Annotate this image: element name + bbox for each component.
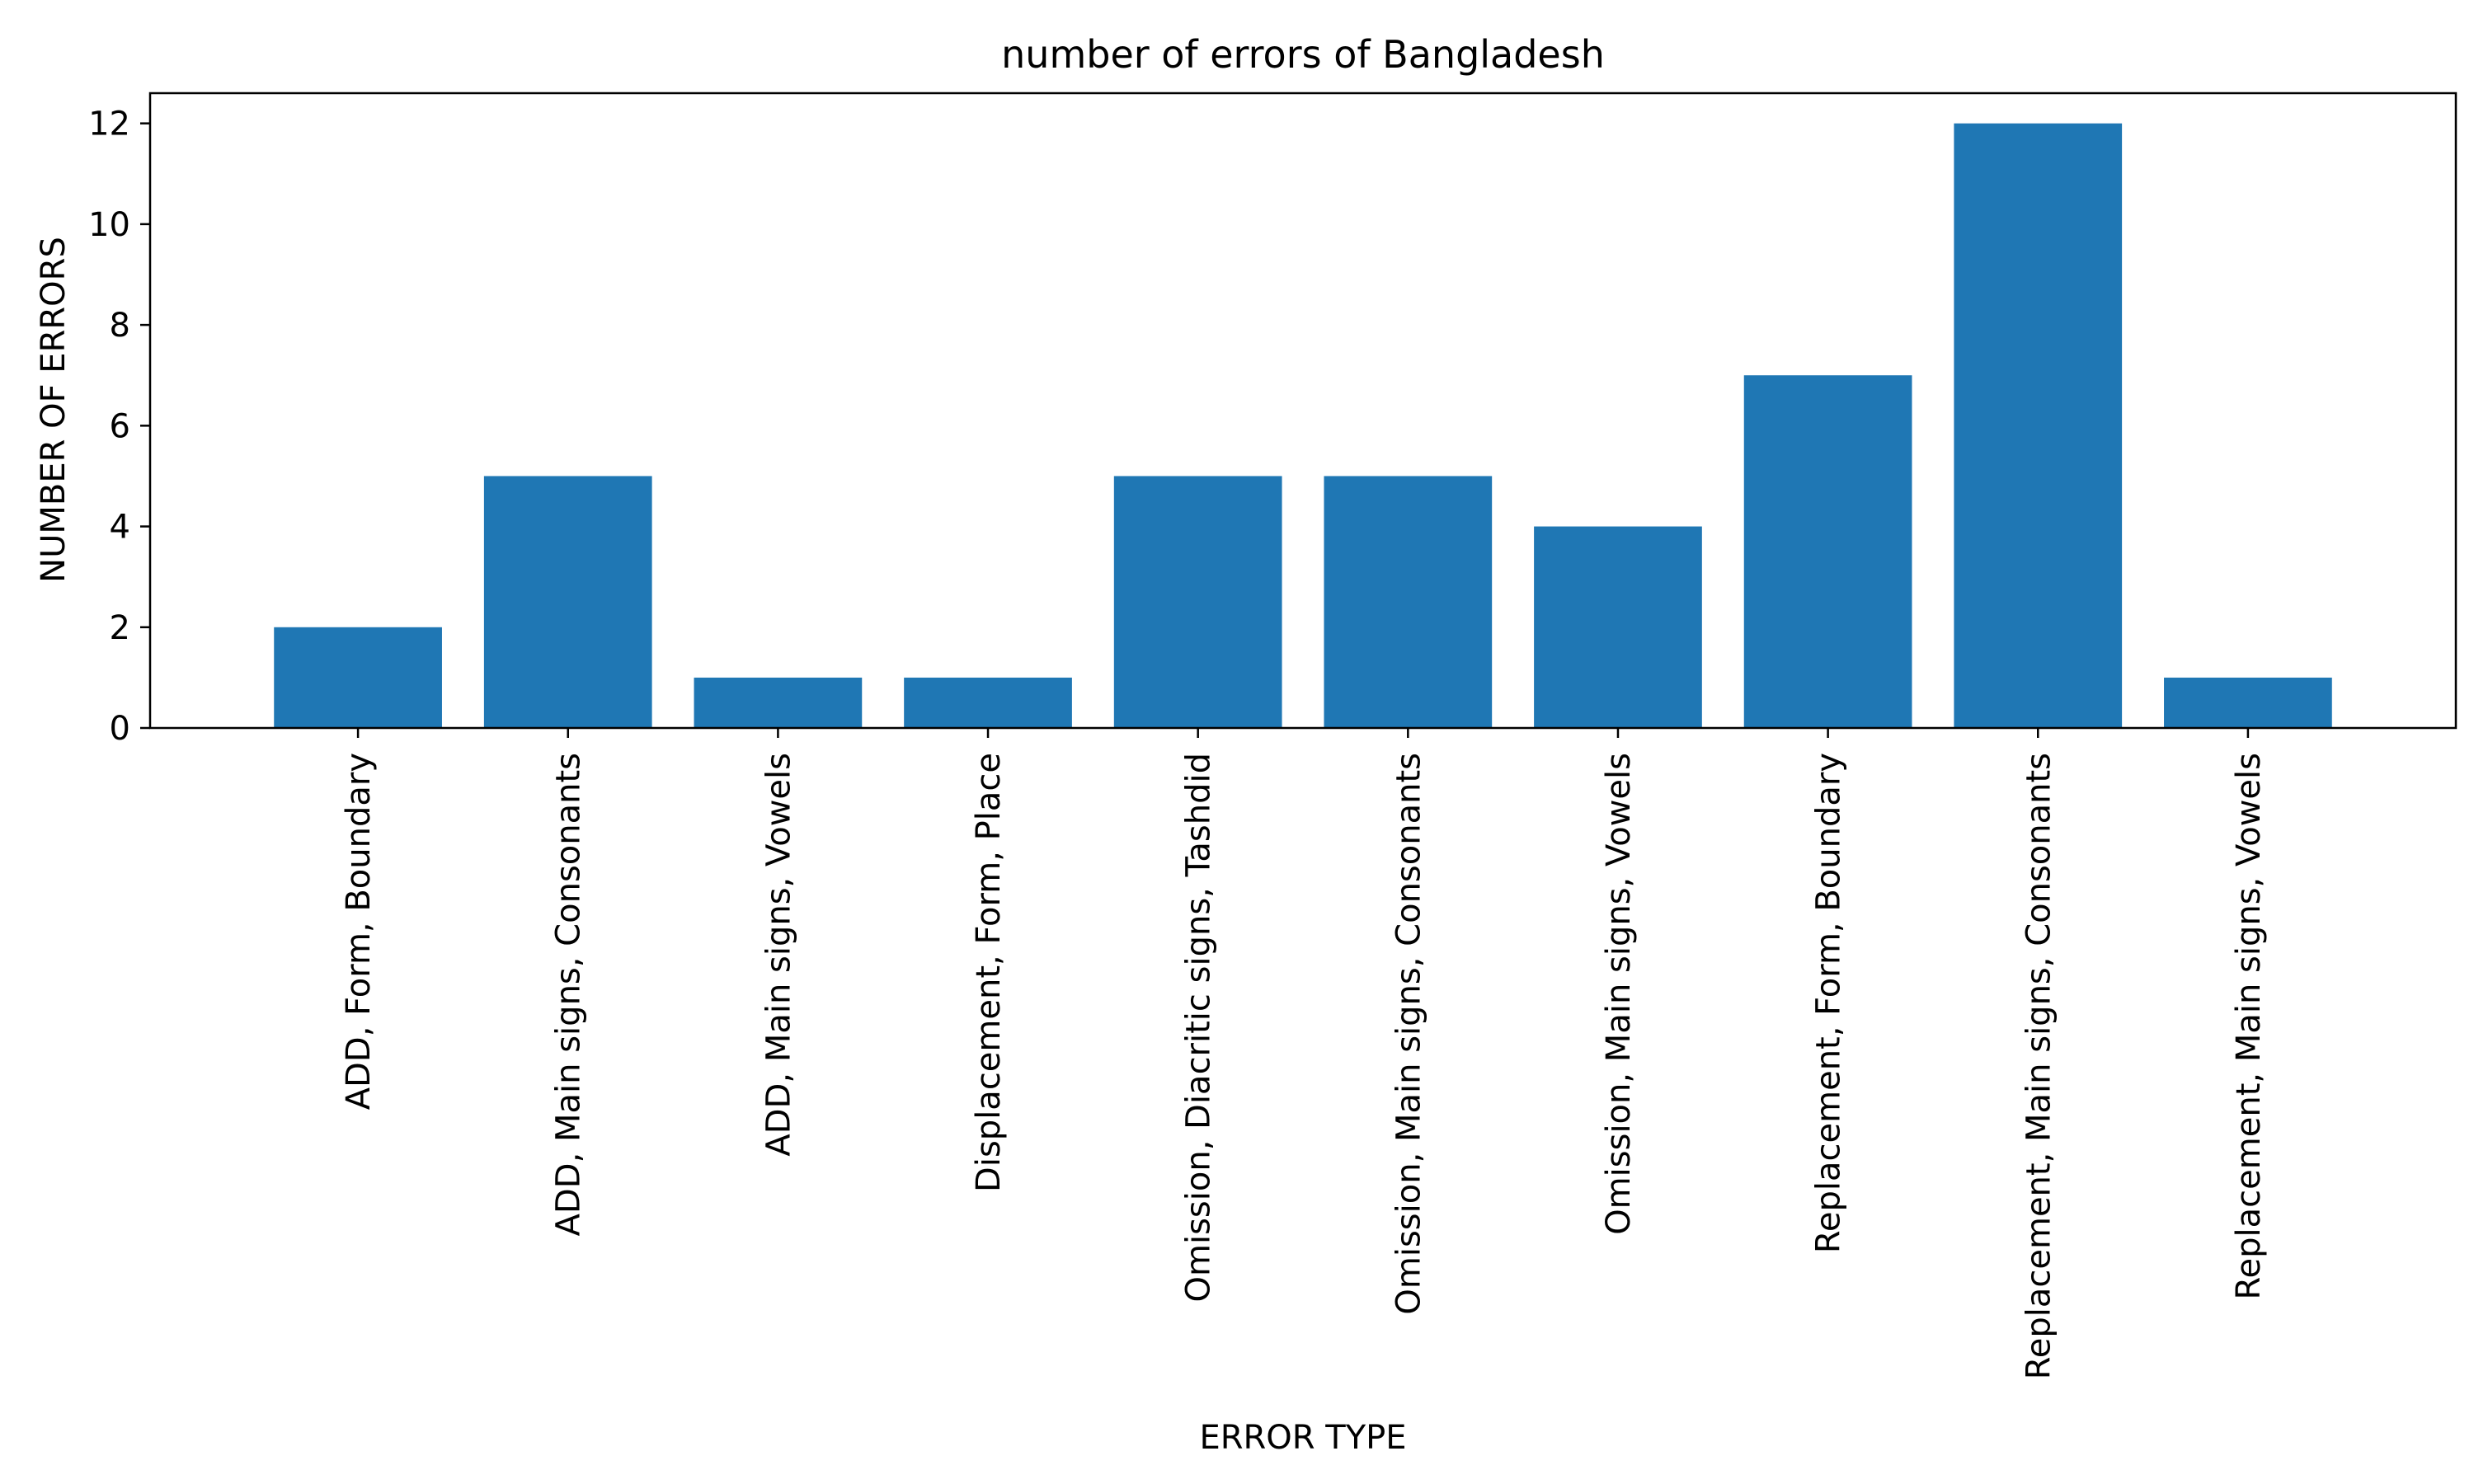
x-tick-label: Omission, Main signs, Consonants xyxy=(1390,753,1427,1315)
y-tick-label: 12 xyxy=(88,106,130,143)
bar xyxy=(1534,526,1702,728)
bar xyxy=(2164,677,2332,728)
x-axis-label: ERROR TYPE xyxy=(1199,1419,1406,1457)
bar xyxy=(1324,476,1493,728)
x-tick-label: ADD, Form, Boundary xyxy=(340,753,378,1110)
bar xyxy=(1113,476,1282,728)
y-tick-label: 4 xyxy=(110,509,130,547)
y-axis: 0 2 4 6 8 10 12 xyxy=(88,106,150,748)
x-tick-label: Omission, Diacritic signs, Tashdid xyxy=(1180,753,1218,1302)
y-tick-label: 8 xyxy=(110,307,130,345)
chart-title: number of errors of Bangladesh xyxy=(1001,32,1605,77)
x-tick-label: Replacement, Main signs, Vowels xyxy=(2230,753,2268,1299)
x-tick-label: Replacement, Form, Boundary xyxy=(1810,753,1848,1253)
x-tick-label: Omission, Main signs, Vowels xyxy=(1600,753,1638,1235)
bars-layer xyxy=(274,123,2332,728)
plot-frame xyxy=(148,92,2458,730)
bar xyxy=(274,627,442,728)
x-tick-label: Replacement, Main signs, Consonants xyxy=(2020,753,2058,1379)
bar xyxy=(1954,123,2123,728)
y-tick-label: 0 xyxy=(110,710,130,748)
bar xyxy=(694,677,863,728)
x-tick-label: ADD, Main signs, Consonants xyxy=(550,753,588,1236)
bar xyxy=(483,476,652,728)
y-tick-label: 10 xyxy=(88,206,130,244)
x-tick-label: Displacement, Form, Place xyxy=(970,753,1008,1192)
bar xyxy=(1743,375,1912,728)
y-axis-label: NUMBER OF ERRORS xyxy=(35,237,73,583)
y-tick-label: 2 xyxy=(110,609,130,647)
x-axis: ADD, Form, Boundary ADD, Main signs, Cons… xyxy=(340,728,2268,1379)
x-tick-label: ADD, Main signs, Vowels xyxy=(760,753,797,1157)
y-tick-label: 6 xyxy=(110,407,130,445)
bar xyxy=(904,677,1072,728)
